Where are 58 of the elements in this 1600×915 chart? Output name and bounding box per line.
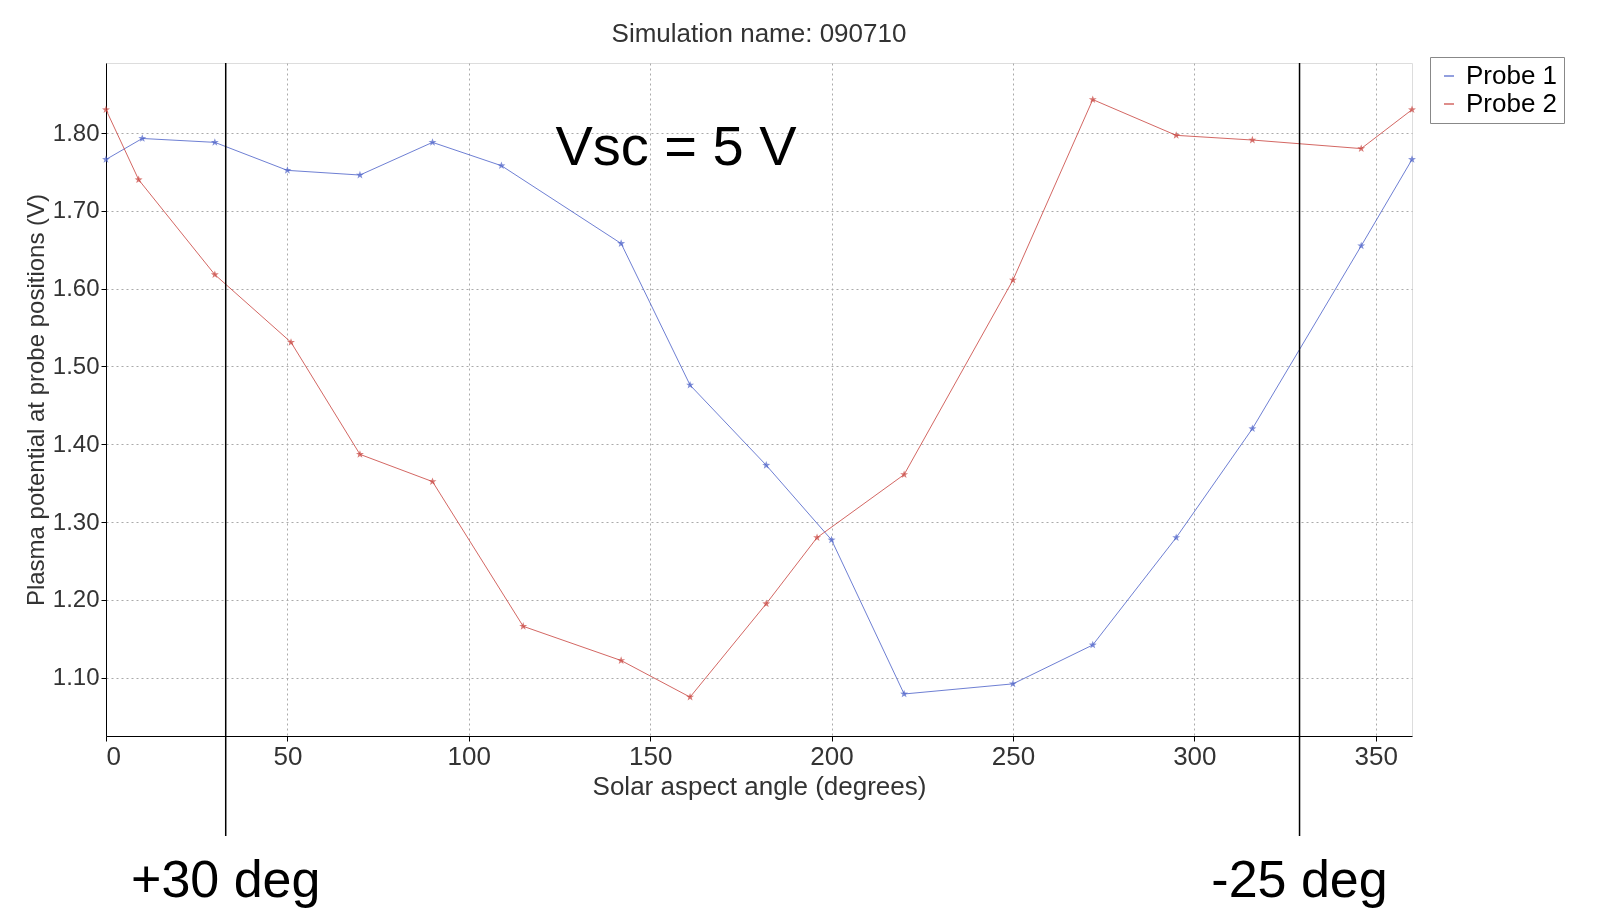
- x-tick-label: 50: [273, 740, 303, 771]
- point: [355, 170, 364, 179]
- point: [1248, 424, 1257, 433]
- point: [1357, 144, 1366, 152]
- point: [1008, 679, 1017, 688]
- point: [617, 656, 626, 664]
- x-tick-label: 250: [991, 740, 1036, 771]
- y-tick-label: 1.50: [52, 351, 100, 379]
- point: [497, 161, 506, 170]
- ref-line-label: +30 deg: [131, 850, 321, 908]
- point: [1008, 275, 1017, 284]
- point: [283, 166, 292, 174]
- point: [686, 692, 695, 701]
- y-tick-label: 1.20: [52, 585, 100, 613]
- y-tick-label: 1.60: [52, 274, 100, 302]
- point: [1088, 640, 1097, 649]
- point: [428, 477, 437, 485]
- annotation: Vsc = 5 V: [555, 114, 798, 177]
- point: [428, 138, 437, 146]
- point: [1357, 241, 1366, 250]
- point: [762, 461, 771, 469]
- chart-title: Simulation name: 090710: [611, 17, 907, 48]
- point: [102, 105, 110, 114]
- y-tick-label: 1.80: [52, 118, 100, 146]
- y-axis-title: Plasma potential at probe positions (V): [21, 193, 49, 607]
- point: [762, 599, 771, 608]
- x-tick-label: 0: [106, 740, 121, 771]
- x-tick-label: 300: [1173, 740, 1217, 771]
- y-tick-label: 1.70: [52, 196, 100, 224]
- point: [900, 689, 909, 698]
- point: [1408, 105, 1416, 114]
- point: [1248, 135, 1257, 144]
- x-tick-label: 200: [810, 740, 854, 771]
- point: [210, 138, 219, 146]
- legend-label: Probe 2: [1466, 88, 1558, 118]
- x-axis-title: Solar aspect angle (degrees): [592, 770, 927, 801]
- point: [138, 134, 147, 142]
- x-tick-label: 150: [628, 740, 673, 771]
- point: [519, 622, 528, 630]
- x-tick-label: 100: [447, 740, 491, 771]
- point: [210, 270, 219, 279]
- y-tick-label: 1.30: [52, 507, 100, 535]
- point: [355, 450, 364, 458]
- y-tick-label: 1.40: [52, 429, 100, 457]
- point: [134, 175, 143, 184]
- point: [1172, 131, 1181, 139]
- point: [813, 533, 822, 541]
- point: [102, 155, 110, 163]
- point: [1088, 95, 1097, 103]
- point: [686, 380, 695, 389]
- legend-label: Probe 1: [1466, 60, 1558, 90]
- point: [617, 239, 626, 247]
- y-tick-label: 1.10: [52, 663, 100, 691]
- point: [900, 470, 909, 478]
- point: [1408, 155, 1416, 163]
- x-tick-label: 350: [1354, 740, 1398, 771]
- point: [1172, 533, 1181, 541]
- ref-line-label: -25 deg: [1211, 850, 1388, 908]
